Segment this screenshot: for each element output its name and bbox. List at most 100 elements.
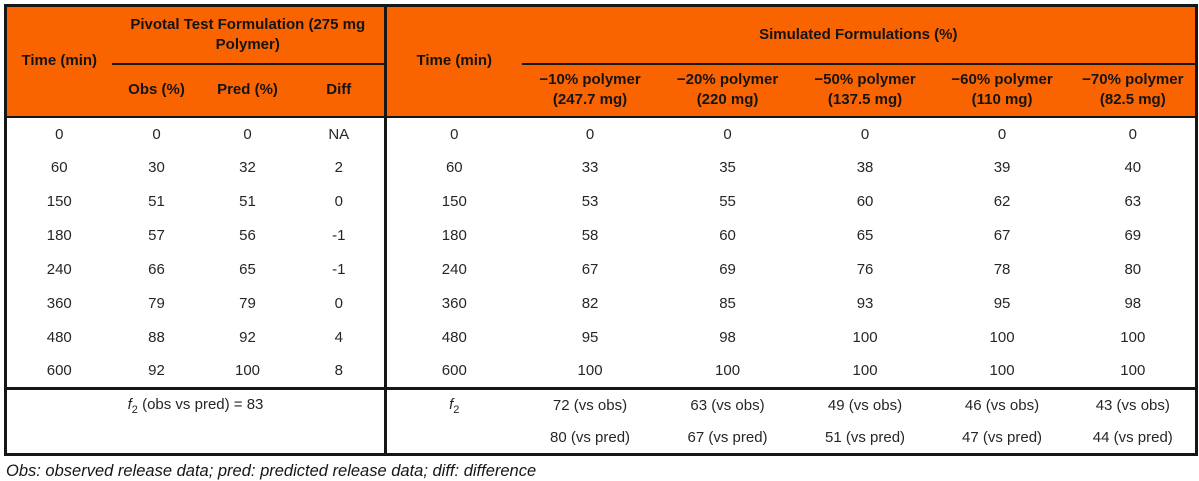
left-time-cell: 480 xyxy=(46,329,72,346)
obs-cell: 30 xyxy=(148,159,165,176)
pred-cell: 65 xyxy=(239,261,256,278)
diff-column-header: Diff xyxy=(293,63,386,118)
right-time-cell: 60 xyxy=(384,150,522,185)
sim-cell: 80 xyxy=(1124,261,1142,278)
f2-vs-obs-cell: 46 (vs obs) xyxy=(933,387,1071,422)
f2-vs-pred-cell: 67 (vs pred) xyxy=(687,428,768,446)
f2-subscript: 2 xyxy=(453,403,460,416)
sim-cell: 62 xyxy=(993,193,1011,210)
sim-cell: 67 xyxy=(993,227,1011,244)
left-time-cell: 150 xyxy=(46,193,72,210)
diff-cell: -1 xyxy=(332,227,346,244)
polymer-60-label: −60% polymer xyxy=(951,71,1053,88)
right-time-cell: 0 xyxy=(384,116,522,151)
diff-cell: NA xyxy=(328,125,350,143)
f2-vs-obs-cell: 72 (vs obs) xyxy=(521,387,659,422)
sim-cell: 60 xyxy=(856,193,874,210)
polymer-50-label: −50% polymer xyxy=(814,71,916,88)
left-footer-spacer xyxy=(6,422,386,455)
polymer-20-column-header: −20% polymer (220 mg) xyxy=(658,63,797,118)
f2-vs-obs-cell: 49 (vs obs) xyxy=(796,387,934,422)
pivotal-group-header: Pivotal Test Formulation (275 mg Polymer… xyxy=(111,5,386,65)
polymer-10-label: −10% polymer xyxy=(539,71,641,88)
table-row: 60 30 32 2 60 33 35 38 39 40 xyxy=(6,150,1197,185)
obs-cell: 66 xyxy=(148,261,165,278)
right-f2-label: f2 xyxy=(384,387,522,422)
pred-cell: 79 xyxy=(239,295,256,312)
pred-cell: 32 xyxy=(239,159,256,176)
sim-cell: 35 xyxy=(719,159,736,176)
right-time-cell: 480 xyxy=(384,320,522,355)
sim-cell: 100 xyxy=(715,362,741,380)
polymer-20-mass: (220 mg) xyxy=(696,91,759,108)
sim-cell: 0 xyxy=(723,125,732,143)
sim-cell: 69 xyxy=(1124,227,1142,244)
abbreviations-footnote: Obs: observed release data; pred: predic… xyxy=(6,462,537,480)
sim-cell: 76 xyxy=(856,261,874,278)
polymer-20-label: −20% polymer xyxy=(676,71,779,88)
right-footer-spacer xyxy=(384,421,522,455)
f2-row-obs: f2 (obs vs pred) = 83 f2 72 (vs obs) 63 … xyxy=(5,387,1197,422)
table-row: 180 57 56 -1 180 58 60 65 67 69 xyxy=(6,218,1197,253)
f2-vs-pred-cell: 51 (vs pred) xyxy=(825,428,906,446)
obs-cell: 92 xyxy=(148,362,165,380)
sim-cell: 55 xyxy=(719,193,736,210)
pred-cell: 100 xyxy=(234,362,261,380)
table-row: 480 88 92 4 480 95 98 100 100 100 xyxy=(6,320,1197,355)
f2-row-pred: 80 (vs pred) 67 (vs pred) 51 (vs pred) 4… xyxy=(6,421,1197,455)
sim-cell: 93 xyxy=(856,295,874,312)
left-time-cell: 180 xyxy=(46,227,72,244)
sim-cell: 65 xyxy=(856,227,874,244)
pred-cell: 92 xyxy=(239,329,256,346)
left-time-column-header: Time (min) xyxy=(5,5,112,118)
sim-cell: 98 xyxy=(1124,295,1142,312)
sim-cell: 100 xyxy=(989,362,1015,380)
polymer-70-column-header: −70% polymer (82.5 mg) xyxy=(1070,63,1197,118)
f2-subscript: 2 xyxy=(131,403,138,416)
sim-cell: 100 xyxy=(1120,362,1146,380)
right-time-cell: 150 xyxy=(384,184,522,219)
right-time-cell: 180 xyxy=(384,218,522,253)
left-f2-result: f2 (obs vs pred) = 83 xyxy=(5,387,386,422)
polymer-10-column-header: −10% polymer (247.7 mg) xyxy=(521,63,659,118)
diff-cell: -1 xyxy=(332,261,346,278)
pred-cell: 0 xyxy=(243,125,252,143)
diff-cell: 0 xyxy=(334,193,343,210)
obs-cell: 88 xyxy=(148,329,165,346)
sim-cell: 40 xyxy=(1124,159,1142,176)
f2-vs-obs-cell: 43 (vs obs) xyxy=(1070,387,1197,422)
sim-cell: 0 xyxy=(860,125,870,143)
table-row: 0 0 0 NA 0 0 0 0 0 0 xyxy=(6,116,1197,151)
diff-cell: 2 xyxy=(334,159,343,176)
f2-vs-pred-cell: 47 (vs pred) xyxy=(962,428,1043,446)
sim-cell: 39 xyxy=(993,159,1011,176)
f2-symbol: f xyxy=(127,395,132,413)
f2-vs-pred-cell: 44 (vs pred) xyxy=(1092,428,1173,446)
obs-cell: 51 xyxy=(148,193,165,210)
polymer-70-label: −70% polymer xyxy=(1082,71,1184,88)
diff-cell: 4 xyxy=(334,329,343,346)
polymer-10-mass: (247.7 mg) xyxy=(552,91,628,108)
sim-cell: 69 xyxy=(719,261,736,278)
right-time-cell: 600 xyxy=(384,354,522,389)
f2-symbol: f xyxy=(449,395,454,413)
left-time-cell: 0 xyxy=(55,125,64,143)
polymer-60-column-header: −60% polymer (110 mg) xyxy=(933,63,1071,118)
sim-cell: 98 xyxy=(719,329,736,346)
obs-cell: 0 xyxy=(152,125,161,143)
sim-cell: 100 xyxy=(577,362,603,380)
sim-cell: 53 xyxy=(581,193,599,210)
pred-cell: 51 xyxy=(239,193,256,210)
simulated-group-header: Simulated Formulations (%) xyxy=(521,5,1197,65)
obs-cell: 79 xyxy=(148,295,165,312)
obs-cell: 57 xyxy=(148,227,165,244)
pred-column-header: Pred (%) xyxy=(201,63,294,118)
table-row: 360 79 79 0 360 82 85 93 95 98 xyxy=(6,286,1197,321)
sim-cell: 85 xyxy=(719,295,736,312)
left-time-cell: 60 xyxy=(50,159,68,176)
sim-cell: 58 xyxy=(581,227,599,244)
left-time-cell: 360 xyxy=(46,295,72,312)
f2-vs-pred-cell: 80 (vs pred) xyxy=(550,428,631,446)
sim-cell: 0 xyxy=(585,125,595,143)
